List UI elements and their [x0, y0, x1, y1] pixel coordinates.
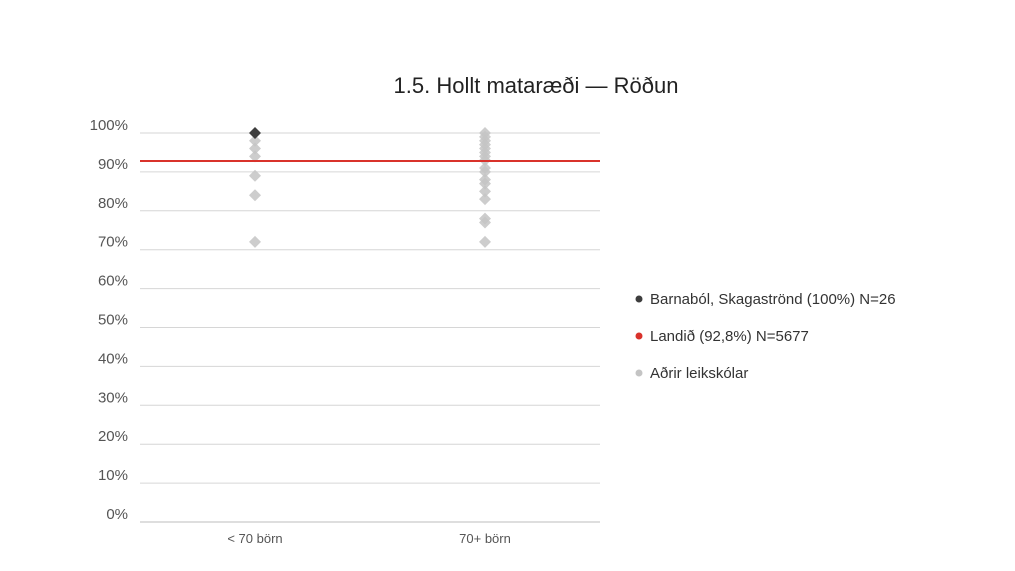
y-tick-label: 60%	[98, 273, 128, 290]
data-point	[249, 189, 261, 202]
x-tick-label: 70+ börn	[459, 531, 511, 546]
data-point	[249, 134, 261, 147]
data-point	[479, 216, 491, 229]
legend-marker	[635, 332, 643, 340]
y-tick-label: 100%	[90, 117, 128, 134]
data-point	[249, 127, 261, 139]
data-points	[249, 127, 491, 248]
y-tick-label: 20%	[98, 428, 128, 445]
legend-label: Landið (92,8%) N=5677	[650, 328, 809, 345]
chart-title: 1.5. Hollt mataræði — Röðun	[394, 73, 679, 98]
y-tick-label: 90%	[98, 156, 128, 173]
x-axis: < 70 börn 70+ börn	[227, 531, 510, 546]
x-tick-label: < 70 börn	[227, 531, 282, 546]
gridlines	[140, 132, 600, 523]
data-point	[479, 235, 491, 248]
y-tick-label: 10%	[98, 467, 128, 484]
legend: Barnaból, Skagaströnd (100%) N=26 Landið …	[635, 291, 896, 382]
data-point	[479, 165, 491, 178]
y-tick-label: 70%	[98, 234, 128, 251]
data-point	[479, 177, 491, 190]
data-point	[249, 150, 261, 163]
data-point	[249, 169, 261, 182]
y-axis: 0% 10% 20% 30% 40% 50% 60% 70% 80% 90% 100%	[90, 117, 128, 523]
legend-marker	[635, 295, 643, 303]
data-point	[249, 235, 261, 248]
y-tick-label: 30%	[98, 389, 128, 406]
y-tick-label: 80%	[98, 195, 128, 212]
legend-label: Aðrir leikskólar	[650, 365, 748, 382]
legend-label: Barnaból, Skagaströnd (100%) N=26	[650, 291, 896, 308]
data-point	[249, 142, 261, 155]
data-point	[479, 185, 491, 198]
y-tick-label: 50%	[98, 312, 128, 329]
data-point	[479, 193, 491, 206]
y-tick-label: 0%	[106, 506, 128, 523]
legend-marker	[635, 369, 643, 377]
y-tick-label: 40%	[98, 350, 128, 367]
